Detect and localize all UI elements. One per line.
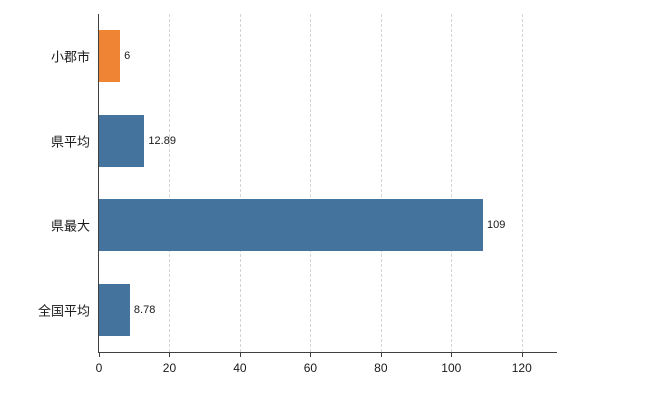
x-axis-tick-label: 20 bbox=[162, 361, 177, 375]
x-axis-tick-label: 0 bbox=[95, 361, 103, 375]
x-axis-tick-40 bbox=[239, 352, 241, 357]
category-label: 県最大 bbox=[50, 218, 90, 234]
x-axis-tick-label: 120 bbox=[511, 361, 532, 375]
gridline-x-40 bbox=[239, 14, 241, 352]
x-axis-tick-60 bbox=[310, 352, 312, 357]
gridline-x-100 bbox=[451, 14, 453, 352]
gridline-x-120 bbox=[521, 14, 523, 352]
value-label: 8.78 bbox=[133, 303, 156, 316]
x-axis-tick-120 bbox=[521, 352, 523, 357]
value-label: 6 bbox=[124, 50, 131, 63]
x-axis-tick-20 bbox=[169, 352, 171, 357]
bar-3 bbox=[99, 283, 130, 336]
x-axis-tick-label: 100 bbox=[441, 361, 462, 375]
plot-area: 0 20 40 60 80 100 120 小郡市 6 県平均 12.89 県最大 109 全国平均 8.7… bbox=[38, 14, 557, 375]
category-label: 小郡市 bbox=[50, 49, 90, 65]
bar-0 bbox=[99, 30, 121, 83]
bar-1 bbox=[99, 114, 145, 167]
x-axis-tick-label: 60 bbox=[303, 361, 318, 375]
category-label: 県平均 bbox=[50, 134, 90, 150]
x-axis-tick-80 bbox=[380, 352, 382, 357]
value-label: 109 bbox=[487, 219, 506, 232]
category-label: 全国平均 bbox=[37, 303, 90, 319]
value-label: 12.89 bbox=[148, 134, 176, 147]
x-axis-tick-label: 40 bbox=[233, 361, 247, 375]
gridline-x-80 bbox=[380, 14, 382, 352]
x-axis-tick-100 bbox=[451, 352, 453, 357]
gridline-x-60 bbox=[310, 14, 312, 352]
bar-2 bbox=[99, 199, 483, 252]
x-axis-tick-label: 80 bbox=[374, 361, 388, 375]
x-axis-tick-0 bbox=[99, 352, 100, 357]
gridline-x-20 bbox=[169, 14, 171, 352]
